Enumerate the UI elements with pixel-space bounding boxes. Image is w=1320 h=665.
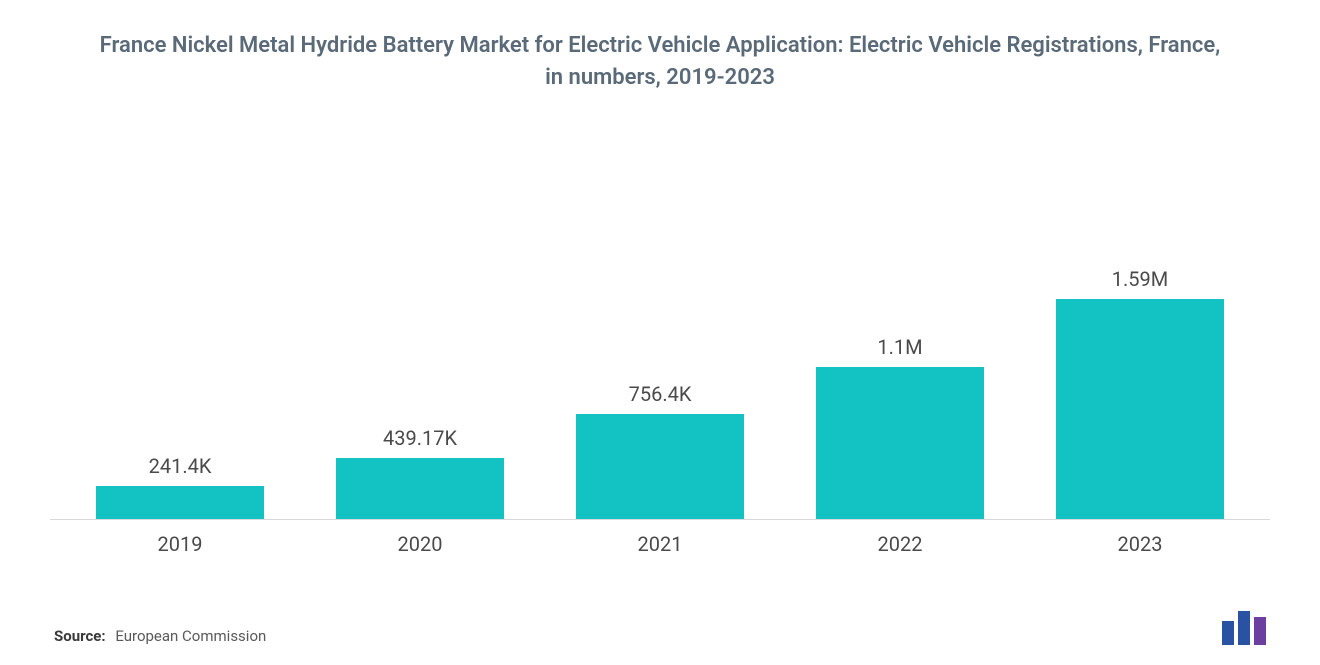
- bar-2020: [336, 458, 504, 519]
- source-label: Source:: [54, 627, 106, 645]
- value-label: 241.4K: [149, 454, 212, 478]
- value-label: 1.59M: [1112, 267, 1168, 291]
- x-axis-labels: 2019 2020 2021 2022 2023: [50, 520, 1270, 556]
- bar-group: 241.4K: [72, 454, 288, 519]
- x-label: 2020: [312, 532, 528, 556]
- source-value: European Commission: [115, 627, 266, 645]
- x-label: 2021: [552, 532, 768, 556]
- source-attribution: Source: European Commission: [54, 627, 266, 645]
- value-label: 756.4K: [629, 382, 692, 406]
- bar-group: 439.17K: [312, 426, 528, 519]
- chart-container: France Nickel Metal Hydride Battery Mark…: [0, 0, 1320, 665]
- bar-group: 1.1M: [792, 335, 1008, 519]
- bar-group: 756.4K: [552, 382, 768, 519]
- x-label: 2022: [792, 532, 1008, 556]
- bar-2023: [1056, 299, 1224, 519]
- bar-2022: [816, 367, 984, 519]
- footer: Source: European Commission: [50, 611, 1270, 645]
- chart-title: France Nickel Metal Hydride Battery Mark…: [50, 30, 1270, 104]
- bar-2021: [576, 414, 744, 519]
- bar-group: 1.59M: [1032, 267, 1248, 519]
- x-label: 2019: [72, 532, 288, 556]
- bar-2019: [96, 486, 264, 519]
- brand-logo-icon: [1222, 611, 1266, 645]
- logo-bar: [1238, 611, 1250, 645]
- logo-bar: [1254, 617, 1266, 645]
- plot-area: 241.4K 439.17K 756.4K 1.1M 1.59M: [50, 104, 1270, 519]
- x-label: 2023: [1032, 532, 1248, 556]
- value-label: 1.1M: [877, 335, 922, 359]
- value-label: 439.17K: [383, 426, 457, 450]
- logo-bar: [1222, 621, 1234, 645]
